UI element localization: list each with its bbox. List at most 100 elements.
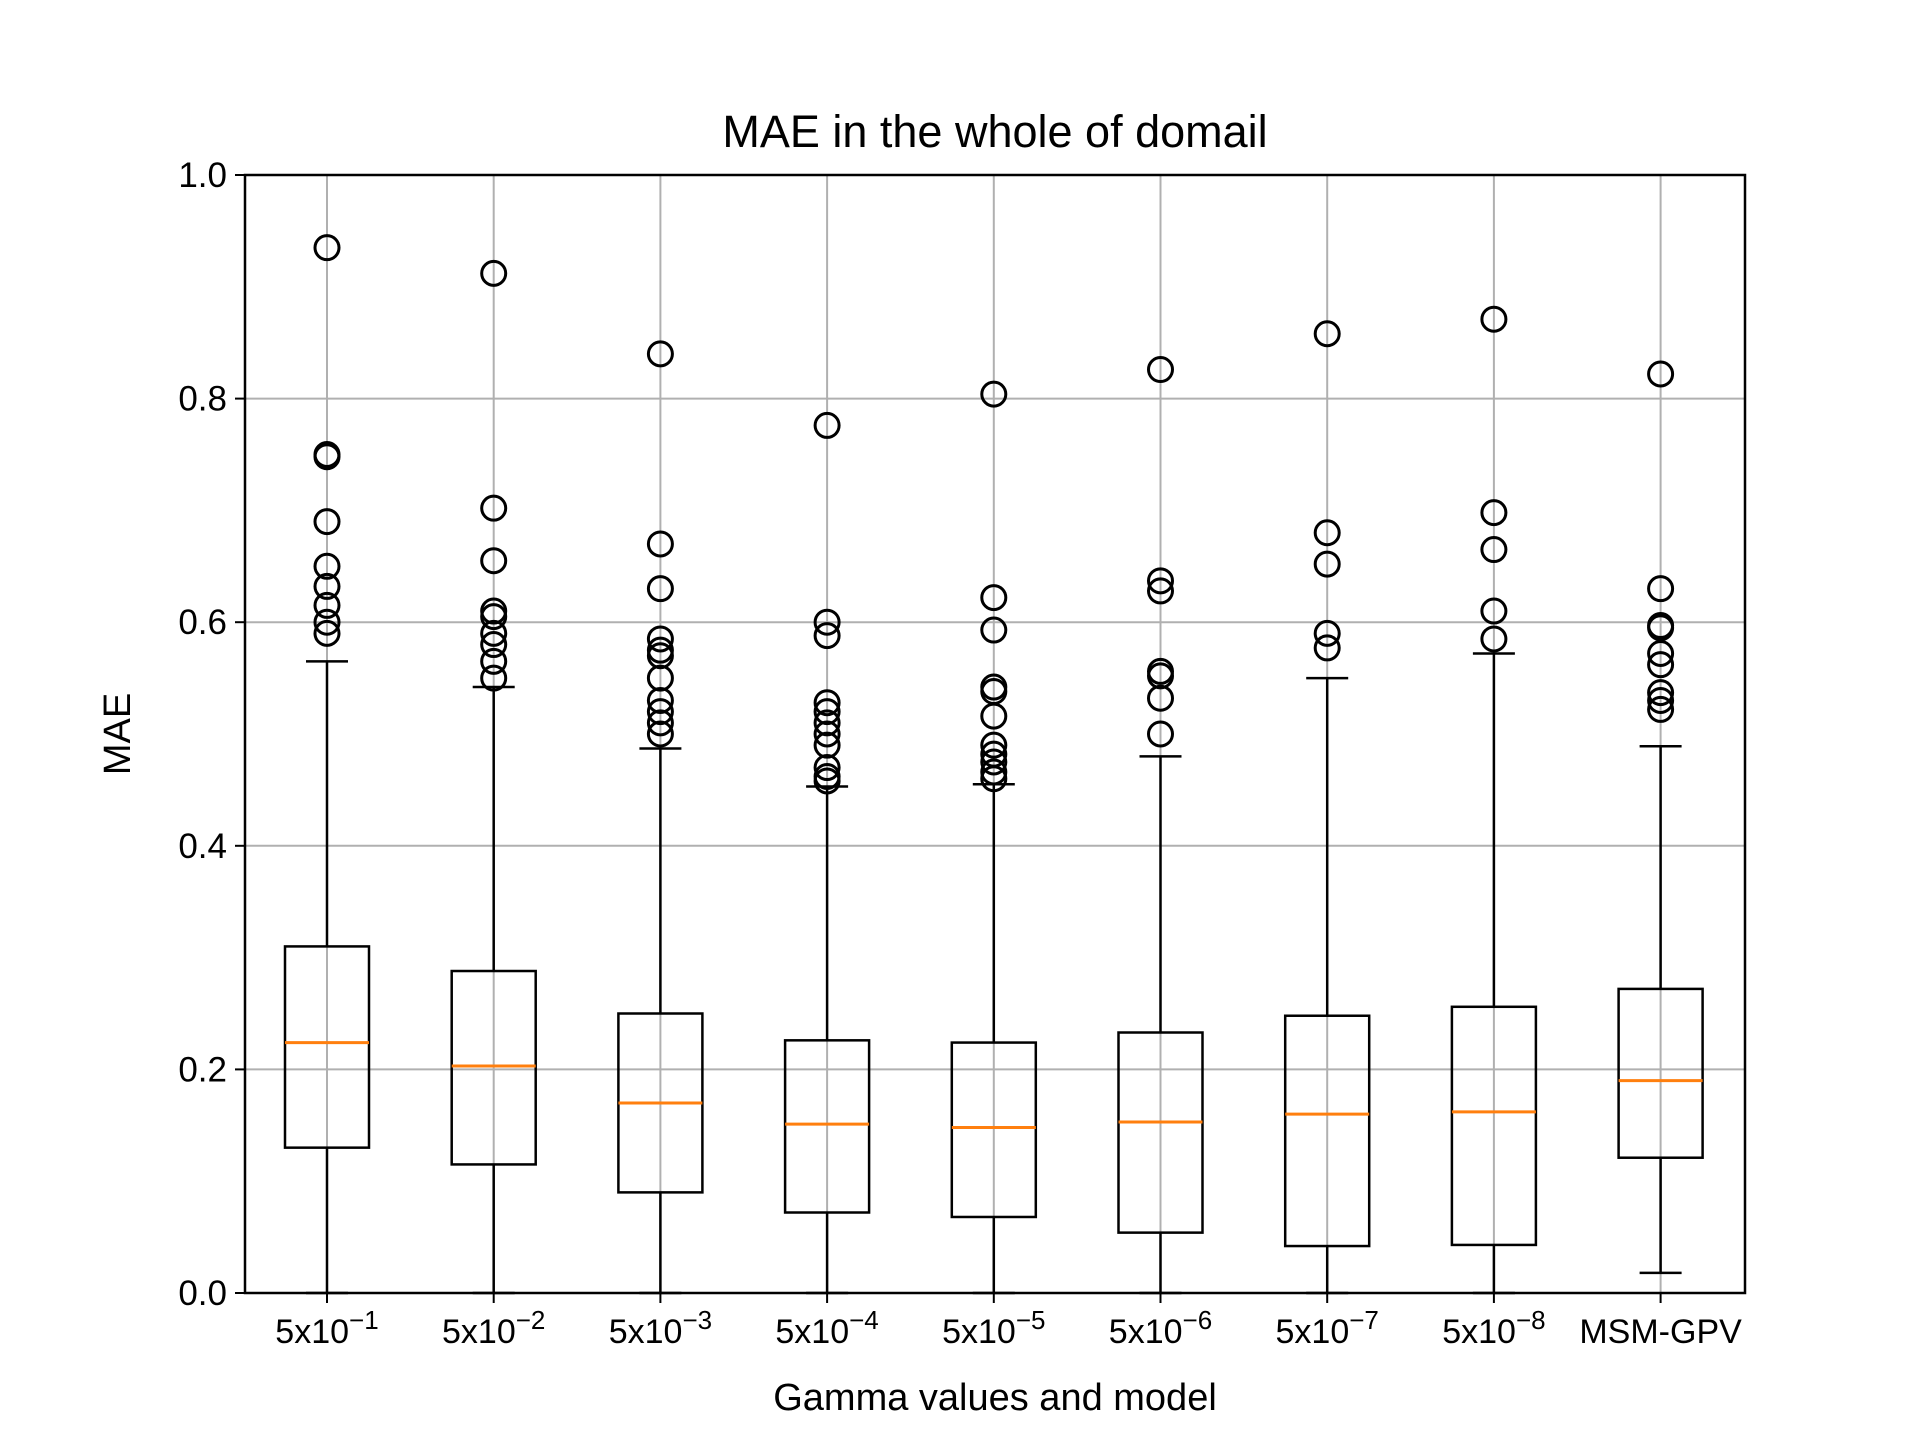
outlier-point [1313,619,1341,647]
outlier-point [1647,640,1675,668]
iqr-box [1117,1031,1204,1234]
y-axis-label: MAE [97,693,139,775]
outlier-point [480,631,508,659]
outlier-point [1647,614,1675,642]
outlier-point [1480,536,1508,564]
outlier-point [646,340,674,368]
iqr-box [783,1039,871,1214]
y-tick-label: 0.4 [178,827,227,866]
outlier-point [646,709,674,737]
outlier-point [313,552,341,580]
outlier-point [813,709,841,737]
outlier-point [313,508,341,536]
box-group [950,380,1038,1295]
box-group [450,259,537,1295]
outlier-point [1647,360,1675,388]
outlier-point [813,754,841,782]
outlier-point [813,689,841,717]
outlier-point [813,698,841,726]
outlier-point [646,698,674,726]
outlier-point [1147,684,1174,712]
outlier-point [813,411,841,439]
outlier-point [646,642,674,670]
outlier-point [480,494,508,522]
outlier-point [1313,320,1341,348]
outlier-point [813,720,841,748]
outlier-point [1313,550,1341,578]
outlier-point [313,234,341,262]
box-group [1117,356,1204,1295]
y-tick-label: 1.0 [178,156,227,195]
outlier-point [813,767,841,795]
outlier-point [1647,686,1675,714]
outlier-point [813,731,841,759]
x-tick-label: 5x10−2 [442,1305,545,1351]
outlier-point [1147,567,1174,595]
outlier-point [480,603,508,631]
iqr-box [1450,1005,1538,1247]
outlier-point [646,530,674,558]
outlier-point [813,608,841,636]
iqr-box [450,969,537,1166]
outlier-point [480,547,508,575]
x-tick-label: 5x10−1 [275,1305,378,1351]
outlier-point [313,619,341,647]
box-group [1450,305,1538,1295]
outlier-point [1647,651,1675,679]
outlier-point [1313,519,1341,547]
iqr-box [1617,987,1704,1159]
box-group [1617,360,1704,1275]
outlier-point [313,608,341,636]
axis-ticks: 0.0 0.2 0.4 0.6 0.8 1.0 5x10−1 5x10−2 5x10−3 5x10… [178,156,1742,1351]
outlier-point [480,259,508,287]
outlier-point [980,748,1008,776]
outlier-point [980,731,1008,759]
outlier-point [646,686,674,714]
outlier-point [646,664,674,692]
outlier-point [480,619,508,647]
outlier-point [1147,720,1174,748]
outlier-point [1147,356,1174,384]
outlier-point [980,584,1008,612]
x-tick-label: 5x10−4 [775,1305,878,1351]
outlier-point [980,380,1008,408]
x-tick-label: 5x10−6 [1109,1305,1212,1351]
outlier-point [1147,662,1174,690]
y-tick-label: 0.2 [178,1050,227,1089]
outlier-point [480,664,508,692]
iqr-box [283,945,371,1149]
outlier-point [1313,634,1341,662]
outlier-point [980,702,1008,730]
boxes-layer [283,234,1704,1295]
outlier-point [313,443,341,471]
x-tick-label: 5x10−8 [1442,1305,1545,1351]
x-axis-label: Gamma values and model [773,1377,1217,1419]
y-tick-label: 0.8 [178,380,227,419]
outlier-point [646,575,674,603]
outlier-point [480,647,508,675]
box-group [617,340,704,1295]
outlier-point [1480,305,1508,333]
plot-frame [243,173,1747,1295]
outlier-point [980,758,1008,786]
outlier-point [313,572,341,600]
iqr-box [950,1041,1038,1219]
outlier-point [1147,577,1174,605]
outlier-point [1480,499,1508,527]
outlier-point [646,625,674,653]
outlier-point [1647,575,1675,603]
box-group [783,411,871,1295]
x-tick-label: 5x10−7 [1276,1305,1379,1351]
outlier-point [980,616,1008,644]
outlier-point [1480,597,1508,625]
outlier-point [980,765,1008,793]
x-tick-label: 5x10−5 [942,1305,1045,1351]
x-tick-label: MSM-GPV [1579,1313,1742,1351]
outlier-point [813,622,841,650]
iqr-box [1283,1014,1371,1248]
outlier-point [313,591,341,619]
outlier-point [1647,679,1675,707]
y-tick-label: 0.6 [178,603,227,642]
